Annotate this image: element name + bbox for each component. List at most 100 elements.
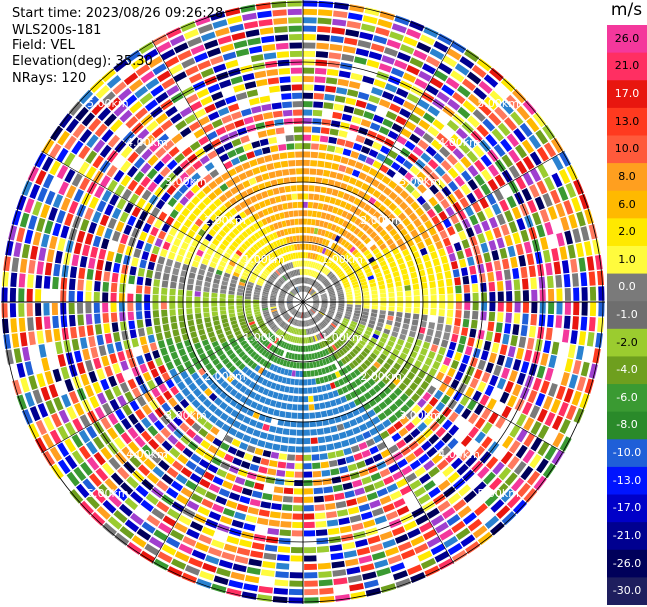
gate-cell: [174, 202, 184, 213]
gate-cell: [262, 327, 269, 334]
gate-cell: [240, 4, 256, 13]
gate-cell: [319, 332, 324, 339]
gate-cell: [316, 428, 324, 435]
gate-cell: [341, 347, 348, 354]
gate-cell: [378, 204, 387, 213]
gate-cell: [369, 499, 381, 509]
gate-cell: [114, 488, 128, 502]
gate-cell: [92, 155, 104, 169]
gate-cell: [177, 302, 184, 309]
gate-cell: [581, 302, 588, 316]
gate-cell: [290, 290, 296, 296]
gate-cell: [341, 277, 348, 282]
gate-cell: [255, 2, 271, 11]
gate-cell: [303, 67, 315, 74]
gate-cell: [300, 252, 303, 259]
gate-cell: [286, 377, 291, 385]
gate-cell: [238, 336, 246, 343]
gate-cell: [467, 337, 475, 347]
gate-cell: [343, 332, 351, 339]
gate-cell: [101, 462, 115, 476]
gate-cell: [338, 305, 345, 309]
gate-cell: [396, 286, 403, 292]
gate-cell: [488, 352, 497, 364]
gate-cell: [158, 211, 168, 222]
gate-cell: [372, 114, 384, 124]
gate-cell: [152, 33, 168, 46]
gate-cell: [143, 202, 154, 213]
gate-cell: [250, 54, 264, 63]
gate-cell: [205, 432, 216, 443]
gate-cell: [125, 49, 141, 63]
gate-cell: [471, 201, 482, 213]
gate-cell: [243, 329, 251, 336]
gate-cell: [286, 143, 295, 150]
gate-cell: [403, 520, 418, 532]
gate-cell: [386, 39, 401, 50]
gate-cell: [348, 80, 361, 90]
gate-cell: [481, 169, 493, 182]
gate-cell: [234, 237, 243, 245]
gate-cell: [163, 453, 176, 465]
gate-cell: [292, 521, 303, 528]
gate-cell: [174, 550, 190, 563]
gate-cell: [249, 498, 261, 507]
gate-cell: [221, 551, 236, 561]
gate-cell: [228, 290, 235, 295]
range-label: 5.00km: [477, 487, 519, 500]
gate-cell: [274, 315, 281, 320]
gate-cell: [196, 178, 207, 189]
gate-cell: [5, 240, 14, 256]
gate-cell: [29, 183, 41, 200]
gate-cell: [137, 464, 151, 477]
gate-cell: [112, 81, 127, 95]
gate-cell: [307, 218, 312, 225]
gate-cell: [393, 362, 402, 371]
gate-cell: [387, 315, 394, 321]
gate-cell: [406, 371, 416, 381]
gate-cell: [378, 284, 386, 290]
gate-cell: [488, 216, 499, 229]
gate-cell: [421, 308, 429, 315]
gate-cell: [258, 322, 265, 327]
gate-cell: [364, 267, 372, 274]
gate-cell: [512, 232, 522, 245]
gate-cell: [383, 475, 395, 486]
gate-cell: [333, 318, 340, 323]
colorbar-tick-label: -2.0: [616, 335, 638, 349]
gate-cell: [279, 358, 285, 366]
gate-cell: [344, 313, 352, 318]
gate-cell: [335, 449, 345, 458]
gate-cell: [325, 315, 332, 320]
gate-cell: [328, 325, 334, 332]
gate-cell: [407, 499, 421, 511]
gate-cell: [156, 501, 170, 513]
gate-cell: [120, 174, 132, 187]
gate-cell: [363, 579, 379, 589]
gate-cell: [79, 129, 93, 144]
gate-cell: [49, 160, 61, 176]
gate-cell: [245, 169, 254, 178]
gate-cell: [261, 369, 268, 377]
gate-cell: [282, 237, 288, 245]
gate-cell: [303, 126, 312, 133]
gate-cell: [58, 181, 70, 196]
gate-cell: [311, 292, 317, 297]
gate-cell: [209, 213, 219, 223]
gate-cell: [44, 329, 53, 343]
gate-cell: [249, 260, 256, 267]
gate-cell: [362, 264, 370, 271]
colorbar-band: [607, 328, 647, 357]
gate-cell: [511, 206, 522, 220]
gate-cell: [361, 476, 372, 485]
gate-cell: [172, 165, 184, 177]
gate-cell: [221, 318, 229, 324]
gate-cell: [430, 139, 443, 151]
gate-cell: [286, 299, 293, 301]
gate-cell: [262, 360, 269, 367]
gate-cell: [261, 35, 275, 44]
gate-cell: [313, 317, 318, 323]
gate-cell: [277, 461, 287, 469]
gate-cell: [347, 12, 363, 21]
gate-cell: [303, 151, 311, 158]
